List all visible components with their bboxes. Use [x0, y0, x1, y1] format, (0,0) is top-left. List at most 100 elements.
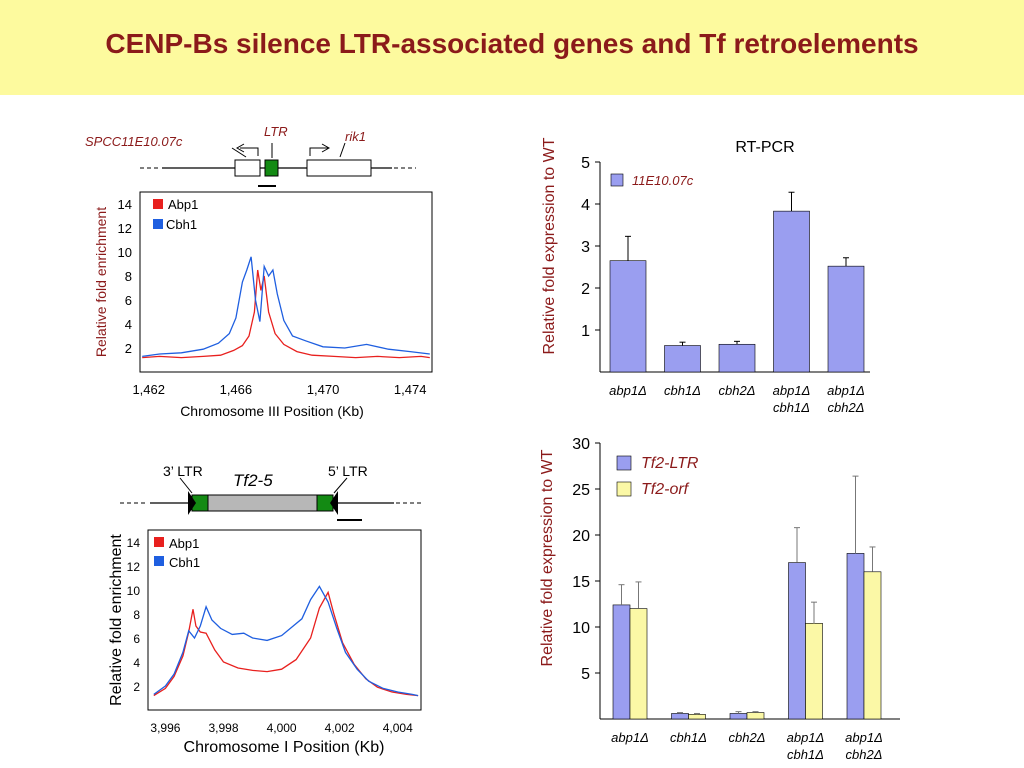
x-tick-label: 1,474	[394, 382, 427, 397]
legend-label-tf2-orf: Tf2-orf	[641, 481, 690, 498]
y-tick-label: 1	[581, 323, 590, 340]
legend-swatch-cbh1	[154, 556, 164, 566]
x-tick-labels: 3,996 3,998 4,000 4,002 4,004	[150, 721, 413, 735]
chip-chart-chr3: 2 4 6 8 10 12 14 1,462 1,466 1,470 1,474 Abp1 Cbh…	[93, 191, 433, 419]
legend-swatch-tf2-ltr	[616, 455, 632, 471]
y-tick-label: 12	[127, 560, 141, 574]
x-category-label: cbh1Δ	[664, 383, 701, 398]
ltr-box	[264, 159, 279, 177]
x-category-label: abp1Δ	[609, 383, 647, 398]
x-category-label: abp1Δ	[611, 730, 649, 745]
arrow-left-icon	[240, 147, 259, 156]
x-category-label: cbh2Δ	[719, 383, 756, 398]
y-tick-label: 4	[581, 197, 590, 214]
y-tick-label: 30	[572, 436, 590, 453]
gene-box-right	[306, 159, 372, 177]
series-line-cbh1	[142, 256, 430, 358]
ltr5-label: 5’ LTR	[328, 463, 368, 479]
bar	[612, 604, 631, 720]
series-lines	[153, 585, 419, 697]
series-lines	[142, 256, 430, 359]
y-tick-label: 4	[133, 656, 140, 670]
y-tick-label: 20	[572, 528, 590, 545]
y-axis-label: Relative fold expression to WT	[541, 137, 558, 354]
tf2-body	[206, 494, 318, 512]
y-tick-labels: 2 4 6 8 10 12 14	[118, 197, 132, 356]
legend-label-11e10: 11E10.07c	[632, 173, 694, 188]
y-tick-label: 2	[133, 680, 140, 694]
y-axis-label: Relative fold expression to WT	[539, 449, 556, 666]
y-tick-label: 2	[581, 281, 590, 298]
legend: Abp1 Cbh1	[154, 536, 200, 570]
x-tick-label: 3,998	[208, 721, 238, 735]
plot-frame	[139, 191, 433, 373]
legend-label-cbh1: Cbh1	[169, 555, 200, 570]
x-category-label: abp1Δ	[845, 730, 883, 745]
chip-chart-chr1: 2 4 6 8 10 12 14 3,996 3,998 4,000 4,002 4,004 Abp…	[108, 529, 422, 756]
bar	[729, 713, 748, 720]
y-axis-label: Relative fold enrichment	[93, 207, 109, 357]
chart-title: RT-PCR	[735, 139, 794, 156]
x-category-label: cbh2Δ	[828, 400, 865, 415]
ltr3-arrow-icon	[188, 491, 196, 515]
x-tick-label: 4,002	[325, 721, 355, 735]
series-line-cbh1	[153, 585, 419, 697]
locus-diagram-top: SPCC11E10.07c LTR rik1	[85, 124, 416, 187]
legend-label-cbh1: Cbh1	[166, 217, 197, 232]
y-axis-label: Relative fold enrichment	[108, 534, 125, 706]
y-tick-label: 12	[118, 221, 132, 236]
y-tick-label: 5	[581, 666, 590, 683]
y-tick-labels: 2 4 6 8 10 12 14	[127, 536, 141, 694]
x-category-label: cbh2Δ	[729, 730, 766, 745]
series-line-abp1	[142, 269, 430, 359]
y-tick-label: 6	[125, 293, 132, 308]
y-tick-label: 8	[125, 269, 132, 284]
slide-title: CENP-Bs silence LTR-associated genes and…	[105, 28, 919, 59]
bar	[773, 210, 810, 373]
arrow-right-icon	[309, 147, 328, 156]
x-category-label: cbh1Δ	[773, 400, 810, 415]
bar	[805, 623, 823, 720]
y-tick-label: 3	[581, 239, 590, 256]
ltr-label: LTR	[264, 124, 288, 139]
plot-frame	[147, 529, 422, 711]
y-ticks: 1 2 3 4 5	[581, 155, 600, 340]
legend-swatch-tf2-orf	[616, 481, 632, 497]
y-tick-label: 25	[572, 482, 590, 499]
tf2-label: Tf2-5	[233, 471, 273, 490]
y-tick-label: 10	[118, 245, 132, 260]
x-tick-label: 1,466	[220, 382, 253, 397]
y-tick-label: 10	[572, 620, 590, 637]
x-tick-label: 4,004	[383, 721, 413, 735]
bar	[671, 713, 689, 720]
x-category-label: cbh1Δ	[787, 747, 824, 762]
x-category-label: abp1Δ	[827, 383, 865, 398]
legend-swatch-11e10	[610, 173, 624, 187]
bar	[863, 571, 882, 720]
x-category-labels: abp1Δ cbh1Δ cbh2Δ abp1Δ cbh1Δ abp1Δ cbh2Δ	[609, 383, 865, 415]
y-tick-label: 14	[127, 536, 141, 550]
bar	[718, 343, 756, 373]
y-tick-label: 15	[572, 574, 590, 591]
legend: Abp1 Cbh1	[153, 197, 198, 232]
legend-label-tf2-ltr: Tf2-LTR	[641, 455, 699, 472]
title-banner	[0, 0, 1024, 95]
x-category-label: abp1Δ	[773, 383, 811, 398]
legend-swatch-abp1	[153, 199, 163, 209]
y-tick-label: 10	[127, 584, 141, 598]
x-axis-label: Chromosome I Position (Kb)	[184, 739, 385, 756]
tf2-element-diagram: 3’ LTR Tf2-5 5’ LTR	[120, 463, 424, 521]
y-tick-label: 6	[133, 632, 140, 646]
y-tick-label: 8	[133, 608, 140, 622]
legend-swatch-abp1	[154, 537, 164, 547]
legend-label-abp1: Abp1	[168, 197, 198, 212]
x-tick-label: 1,462	[132, 382, 165, 397]
bar	[746, 712, 765, 720]
bar	[827, 265, 865, 373]
gene-label-left: SPCC11E10.07c	[85, 134, 183, 149]
x-category-label: abp1Δ	[787, 730, 825, 745]
gene-box-left	[234, 159, 261, 177]
